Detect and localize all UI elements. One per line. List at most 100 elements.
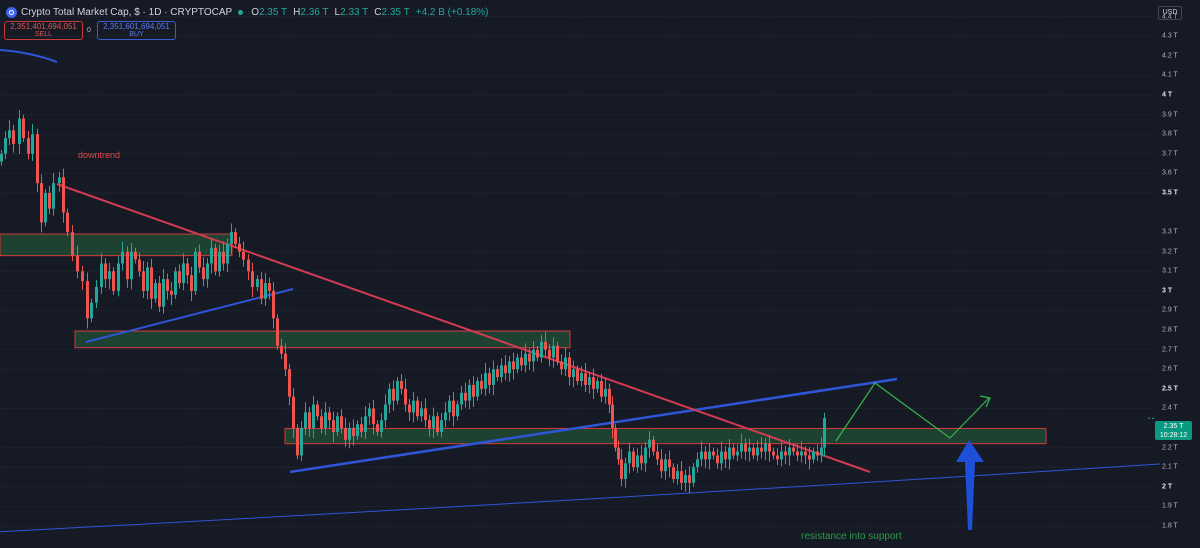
candle-body (560, 361, 563, 370)
y-tick-label: 2.8 T (1162, 326, 1178, 334)
sell-label: SELL (34, 31, 53, 38)
ohlc-values: O2.35 T H2.36 T L2.33 T C2.35 T +4.2 B (… (251, 7, 488, 18)
candle (304, 402, 307, 436)
candle (640, 445, 643, 471)
candle-body (580, 373, 583, 382)
y-tick-label: 4.1 T (1162, 71, 1178, 79)
candle (376, 420, 379, 436)
candle-body (388, 388, 391, 405)
candle (720, 441, 723, 471)
projection-path (835, 382, 990, 442)
symbol-title[interactable]: Crypto Total Market Cap, $ · 1D · CRYPTO… (21, 6, 233, 18)
currency-selector[interactable]: USD (1158, 6, 1182, 20)
candle-body (744, 443, 747, 452)
candle (592, 368, 595, 400)
candle (508, 355, 511, 382)
candle-body (808, 455, 811, 460)
candle (788, 439, 791, 466)
candle-body (170, 290, 173, 295)
candle-body (632, 451, 635, 468)
candle (624, 457, 627, 488)
candle (328, 406, 331, 429)
candle-body (396, 381, 399, 401)
candle (86, 272, 89, 329)
candle (744, 438, 747, 461)
candle-body (620, 459, 623, 479)
candle-body (568, 357, 571, 378)
candle-body (121, 251, 124, 264)
candle (496, 365, 499, 382)
candle-body (504, 365, 507, 374)
buy-button[interactable]: 2,351,601,694,051 BUY (97, 21, 176, 40)
candle (138, 252, 141, 277)
candle (154, 279, 157, 303)
candle (284, 343, 287, 377)
candle-body (108, 271, 111, 280)
candle-body (162, 279, 165, 307)
candle-body (712, 451, 715, 456)
candle (202, 257, 205, 287)
y-tick-label: 3.2 T (1162, 248, 1178, 256)
candle (296, 424, 299, 460)
candle (100, 253, 103, 295)
candle-body (548, 349, 551, 358)
candle (684, 469, 687, 492)
candle (572, 360, 575, 388)
candle (400, 373, 403, 395)
candle (384, 394, 387, 428)
candle-body (376, 424, 379, 432)
sell-button[interactable]: 2,351,401,694,051 SELL (4, 21, 83, 40)
candle-body (816, 451, 819, 456)
support-resistance-zone-1 (0, 233, 233, 257)
candle (238, 236, 241, 258)
candle (234, 228, 237, 248)
y-tick-label: 2.5 T (1162, 385, 1178, 393)
candle-body (800, 451, 803, 456)
candle-body (660, 459, 663, 472)
open-label: O (251, 6, 259, 18)
candle (432, 407, 435, 439)
candle-body (700, 451, 703, 460)
candle (242, 241, 245, 267)
y-tick-label: 2 T (1162, 483, 1173, 491)
candle-body (476, 381, 479, 397)
up-arrow-icon (956, 440, 984, 530)
candle (700, 441, 703, 467)
candle-body (696, 459, 699, 468)
candle-body (90, 302, 93, 319)
candle-body (644, 447, 647, 464)
candle-body (624, 463, 627, 479)
candle (472, 376, 475, 407)
candle-body (516, 357, 519, 370)
candle-body (472, 384, 475, 397)
candle (276, 314, 279, 350)
candle-body (206, 263, 209, 280)
candle-body (251, 271, 254, 287)
candle-body (552, 345, 555, 358)
candle-body (464, 392, 467, 401)
candle-body (300, 428, 303, 456)
candle-body (36, 134, 39, 184)
candle-body (448, 400, 451, 413)
candle-body (680, 471, 683, 483)
candle-body (736, 451, 739, 456)
candle-body (480, 381, 483, 389)
candle-body (344, 428, 347, 440)
candle (672, 463, 675, 483)
candle-body (166, 279, 169, 291)
candle (40, 174, 43, 233)
candle (230, 223, 233, 255)
symbol-legend[interactable]: Crypto Total Market Cap, $ · 1D · CRYPTO… (6, 5, 489, 19)
candle-body (4, 138, 7, 154)
candle (648, 431, 651, 458)
candle (614, 424, 617, 452)
high-value: 2.36 T (300, 6, 329, 18)
candle (540, 334, 543, 363)
candle-body (596, 381, 599, 389)
candle (126, 246, 129, 288)
candle-body (8, 130, 11, 139)
candle (808, 446, 811, 470)
candle-body (608, 388, 611, 405)
candle-body (247, 259, 250, 272)
